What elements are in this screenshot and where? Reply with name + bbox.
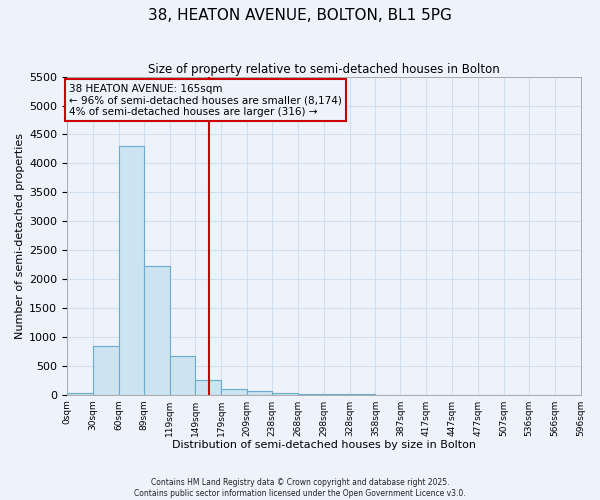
Bar xyxy=(247,392,272,394)
Bar xyxy=(67,393,93,394)
Bar xyxy=(143,266,170,394)
Bar xyxy=(196,380,221,394)
Bar xyxy=(119,146,143,394)
Title: Size of property relative to semi-detached houses in Bolton: Size of property relative to semi-detach… xyxy=(148,62,500,76)
Bar xyxy=(93,346,119,395)
Bar xyxy=(272,393,298,394)
Text: Contains HM Land Registry data © Crown copyright and database right 2025.
Contai: Contains HM Land Registry data © Crown c… xyxy=(134,478,466,498)
X-axis label: Distribution of semi-detached houses by size in Bolton: Distribution of semi-detached houses by … xyxy=(172,440,476,450)
Y-axis label: Number of semi-detached properties: Number of semi-detached properties xyxy=(15,132,25,338)
Bar xyxy=(170,356,196,395)
Text: 38, HEATON AVENUE, BOLTON, BL1 5PG: 38, HEATON AVENUE, BOLTON, BL1 5PG xyxy=(148,8,452,22)
Bar xyxy=(221,389,247,394)
Text: 38 HEATON AVENUE: 165sqm
← 96% of semi-detached houses are smaller (8,174)
4% of: 38 HEATON AVENUE: 165sqm ← 96% of semi-d… xyxy=(69,84,341,117)
